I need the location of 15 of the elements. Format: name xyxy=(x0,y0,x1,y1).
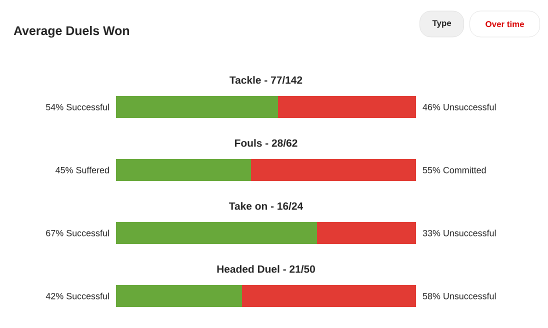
data-label: 45% Suffered xyxy=(56,166,109,174)
y-tick-label: Take on - 16/24 xyxy=(229,202,304,210)
y-tick-label: Tackle - 77/142 xyxy=(230,76,302,84)
data-label: 67% Successful xyxy=(46,230,109,236)
chart-title: Average Duels Won xyxy=(14,26,130,38)
data-label: 54% Successful xyxy=(46,104,109,110)
y-tick-label: Headed Duel - 21/50 xyxy=(217,265,315,273)
text: Type xyxy=(432,20,452,28)
data-label: 42% Successful xyxy=(46,292,109,300)
text: Over time xyxy=(486,20,524,28)
y-tick-label: Fouls - 28/62 xyxy=(235,139,298,147)
data-label: 55% Committed xyxy=(422,166,486,174)
data-label: 46% Unsuccessful xyxy=(422,104,496,110)
data-label: 33% Unsuccessful xyxy=(422,230,496,236)
data-label: 58% Unsuccessful xyxy=(422,292,496,300)
